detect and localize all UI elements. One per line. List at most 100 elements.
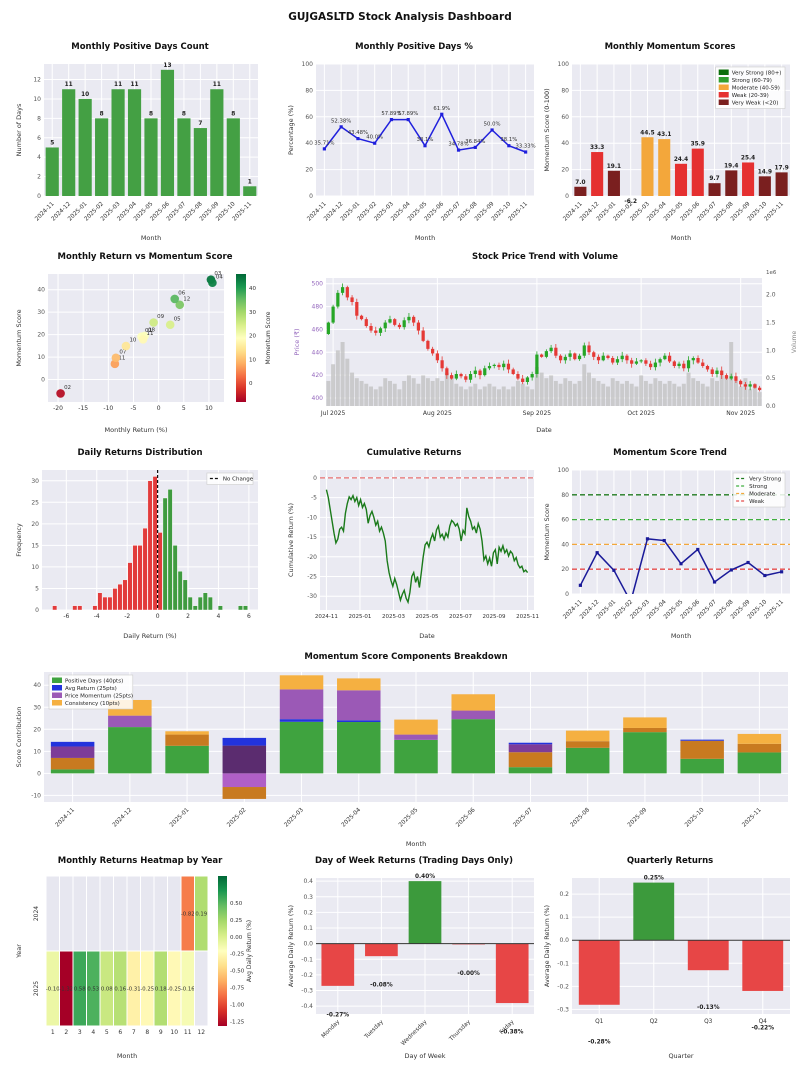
svg-text:0: 0 — [313, 475, 317, 482]
svg-text:2025-09: 2025-09 — [483, 614, 506, 620]
panel-day-of-week-returns: Day of Week Returns (Trading Days Only) … — [286, 856, 542, 1060]
svg-text:60: 60 — [305, 114, 313, 121]
svg-text:2025-06: 2025-06 — [455, 807, 477, 829]
svg-text:Frequency: Frequency — [15, 523, 23, 557]
dashboard-title: GUJGASLTD Stock Analysis Dashboard — [288, 11, 512, 23]
svg-text:Avg Return (25pts): Avg Return (25pts) — [65, 686, 117, 692]
svg-text:19.4: 19.4 — [724, 163, 738, 169]
chart-plot: 0 20 40 60 80 100 2024-11 2024-12 2025-01 2025-02… — [542, 56, 798, 242]
svg-text:Score Contribution: Score Contribution — [15, 707, 23, 768]
svg-text:9: 9 — [159, 1029, 163, 1036]
svg-text:Price Momentum (25pts): Price Momentum (25pts) — [65, 694, 133, 700]
chart-title: Monthly Positive Days Count — [71, 42, 209, 52]
svg-text:0.19: 0.19 — [195, 912, 207, 918]
svg-text:0.16: 0.16 — [114, 987, 126, 993]
svg-text:35.71%: 35.71% — [314, 140, 334, 146]
svg-text:440: 440 — [312, 349, 324, 356]
svg-text:0.1: 0.1 — [303, 925, 313, 932]
svg-text:Strong (60-79): Strong (60-79) — [732, 78, 772, 84]
svg-text:40: 40 — [561, 541, 569, 548]
svg-text:2025-01: 2025-01 — [348, 614, 371, 620]
chart-title: Cumulative Returns — [366, 448, 462, 458]
svg-text:10: 10 — [33, 96, 41, 103]
svg-text:15: 15 — [31, 542, 39, 549]
svg-text:-30: -30 — [307, 593, 317, 600]
chart-title: Monthly Return vs Momentum Score — [57, 252, 233, 262]
svg-text:30: 30 — [37, 309, 45, 316]
svg-text:Date: Date — [536, 426, 552, 434]
svg-text:-0.1: -0.1 — [301, 956, 313, 963]
svg-text:20: 20 — [305, 167, 313, 174]
svg-text:-0.25: -0.25 — [140, 987, 154, 993]
svg-text:8: 8 — [182, 111, 186, 117]
svg-text:-0.82: -0.82 — [181, 912, 195, 918]
svg-text:0.25: 0.25 — [230, 918, 243, 924]
svg-text:10: 10 — [205, 405, 213, 412]
svg-text:2025-11: 2025-11 — [741, 807, 763, 829]
svg-text:Month: Month — [141, 234, 161, 242]
svg-text:Q2: Q2 — [650, 1019, 659, 1025]
panel-quarterly-returns: Quarterly Returns -0.3 -0.2 -0.1 0.0 0.1 0.2 Q… — [542, 856, 798, 1060]
svg-text:0: 0 — [35, 607, 39, 614]
chart-title: Momentum Score Components Breakdown — [304, 652, 508, 662]
svg-text:-0.28%: -0.28% — [588, 1039, 611, 1045]
svg-text:2025-01: 2025-01 — [169, 807, 191, 829]
svg-text:-0.2: -0.2 — [301, 972, 313, 979]
svg-text:2.0: 2.0 — [766, 292, 776, 299]
svg-text:Month: Month — [406, 840, 426, 848]
svg-text:-0.25: -0.25 — [167, 987, 181, 993]
svg-text:2024: 2024 — [33, 906, 40, 921]
svg-text:Moderate: Moderate — [749, 492, 776, 498]
svg-text:Q1: Q1 — [595, 1019, 604, 1025]
svg-text:-0.50: -0.50 — [230, 969, 245, 975]
svg-text:11: 11 — [118, 355, 125, 361]
chart-svg: 0 -5 -10 -15 -20 -25 -30 2024-11 2025-01 2025-03 2… — [287, 470, 539, 640]
svg-text:61.9%: 61.9% — [433, 106, 450, 112]
svg-text:20: 20 — [561, 167, 569, 174]
svg-text:Q4: Q4 — [759, 1019, 768, 1025]
chart-svg: -10 0 10 20 30 40 2024-11 2024-12 2025-01 2025-02… — [15, 672, 788, 848]
chart-svg: -0.82 0.19 -0.10 -1.32 0.58 0.53 0.08 0.16 -0.31… — [15, 875, 253, 1060]
svg-text:40: 40 — [305, 140, 313, 147]
svg-text:0.0: 0.0 — [766, 403, 776, 410]
svg-text:09: 09 — [157, 314, 164, 320]
svg-text:Aug 2025: Aug 2025 — [423, 410, 452, 417]
svg-text:38.1%: 38.1% — [500, 137, 517, 143]
svg-text:34.78%: 34.78% — [448, 142, 468, 148]
svg-text:0.1: 0.1 — [559, 914, 569, 921]
svg-text:11: 11 — [213, 82, 221, 88]
panel-return-vs-momentum-scatter: Monthly Return vs Momentum Score 0 10 20 30… — [14, 252, 276, 434]
svg-text:30: 30 — [33, 704, 41, 711]
svg-text:Jul 2025: Jul 2025 — [320, 410, 346, 417]
svg-text:10: 10 — [81, 92, 89, 98]
svg-text:2025-10: 2025-10 — [684, 807, 706, 829]
svg-text:10: 10 — [129, 338, 136, 344]
svg-text:0.2: 0.2 — [559, 891, 569, 898]
chart-title: Momentum Score Trend — [613, 448, 727, 458]
svg-text:-0.27%: -0.27% — [327, 1012, 350, 1018]
svg-text:Avg Daily Return (%): Avg Daily Return (%) — [246, 920, 253, 982]
svg-text:Momentum Score: Momentum Score — [265, 311, 272, 364]
chart-title: Monthly Positive Days % — [355, 42, 473, 52]
svg-text:-0.31: -0.31 — [127, 987, 141, 993]
svg-text:20: 20 — [33, 726, 41, 733]
svg-text:03: 03 — [214, 271, 221, 277]
svg-text:-5: -5 — [130, 405, 136, 412]
svg-text:Oct 2025: Oct 2025 — [627, 410, 655, 417]
chart-svg: 0204060801002024-112024-122025-012025-02… — [543, 467, 790, 640]
svg-text:Monday: Monday — [321, 1019, 342, 1040]
svg-text:01: 01 — [145, 328, 152, 334]
svg-text:Average Daily Return (%): Average Daily Return (%) — [287, 905, 295, 987]
svg-text:2025-03: 2025-03 — [382, 614, 405, 620]
svg-text:-0.16: -0.16 — [181, 987, 195, 993]
svg-text:40: 40 — [33, 682, 41, 689]
svg-text:2024-11: 2024-11 — [315, 614, 338, 620]
panel-monthly-positive-days-count: Monthly Positive Days Count 0 2 4 6 8 10 12 202… — [14, 42, 266, 242]
svg-text:11: 11 — [147, 331, 154, 337]
svg-text:5: 5 — [182, 405, 186, 412]
svg-text:Momentum Score: Momentum Score — [15, 309, 23, 366]
svg-text:8: 8 — [145, 1029, 149, 1036]
panel-monthly-returns-heatmap: Monthly Returns Heatmap by Year -0.82 0.1… — [14, 856, 266, 1060]
svg-text:11: 11 — [130, 82, 138, 88]
svg-text:-2: -2 — [124, 613, 130, 620]
